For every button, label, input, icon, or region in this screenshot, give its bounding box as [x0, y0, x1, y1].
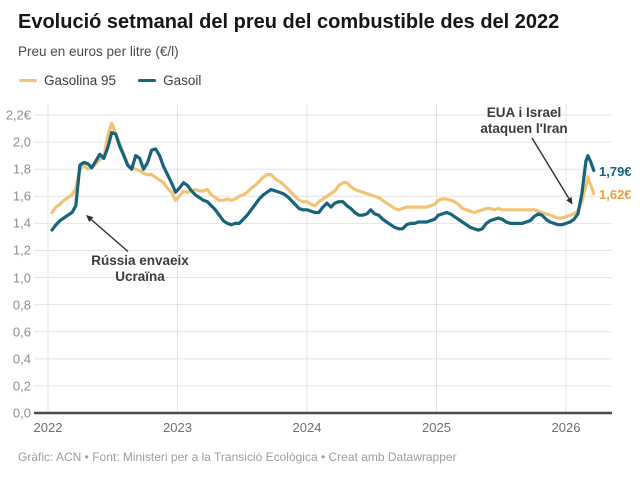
y-tick-label: 2,0 [12, 134, 31, 150]
annotation-arrow-iran [531, 137, 570, 199]
x-tick-label: 2026 [551, 420, 581, 435]
y-tick-label: 0,4 [12, 351, 31, 367]
annotation-russia-line2: Ucraïna [115, 268, 165, 284]
legend-label-gasolina95: Gasolina 95 [44, 73, 117, 88]
y-tick-label: 1,8 [12, 161, 31, 177]
legend-item-gasoil: Gasoil [138, 73, 201, 88]
y-tick-label: 0,0 [12, 405, 31, 421]
chart-subtitle: Preu en euros per litre (€/l) [18, 44, 179, 59]
legend-swatch-gasolina95 [19, 78, 37, 83]
legend: Gasolina 95 Gasoil [19, 73, 201, 88]
y-tick-label: 1,6 [12, 188, 31, 204]
annotation-arrowhead-russia [86, 215, 94, 222]
y-tick-label: 0,6 [12, 324, 31, 340]
y-tick-label: 2,2€ [5, 107, 31, 123]
chart-title: Evolució setmanal del preu del combustib… [18, 11, 560, 33]
annotation-iran-line2: ataquen l'Iran [480, 120, 568, 136]
y-tick-label: 0,2 [12, 378, 31, 394]
end-value-label-gasoil: 1,79€ [599, 164, 632, 179]
legend-label-gasoil: Gasoil [163, 73, 202, 88]
y-tick-label: 0,8 [12, 297, 31, 313]
x-tick-label: 2024 [292, 420, 322, 435]
annotation-russia-line1: Rússia envaeix [91, 253, 189, 268]
annotation-iran-line1: EUA i Israel [486, 105, 562, 120]
x-tick-label: 2023 [163, 420, 192, 435]
annotation-arrowhead-iran [566, 196, 573, 205]
series-line-gasolina95 [50, 121, 596, 220]
annotation-arrow-russia [90, 219, 129, 253]
annotation-iran-attack: EUA i Israel ataquen l'Iran [476, 105, 572, 136]
y-tick-label: 1,0 [12, 270, 31, 286]
legend-item-gasolina95: Gasolina 95 [19, 73, 116, 88]
legend-swatch-gasoil [138, 78, 157, 83]
footer-credit: Gràfic: ACN • Font: Ministeri per a la T… [18, 450, 457, 464]
y-tick-label: 1,4 [12, 215, 31, 231]
x-tick-label: 2025 [422, 420, 451, 435]
annotation-russia-invasion: Rússia envaeix Ucraïna [90, 253, 190, 284]
end-value-label-gasolina: 1,62€ [599, 187, 632, 202]
y-tick-label: 1,2 [12, 242, 31, 258]
x-tick-label: 2022 [33, 420, 63, 435]
series-line-gasoil [50, 131, 596, 232]
